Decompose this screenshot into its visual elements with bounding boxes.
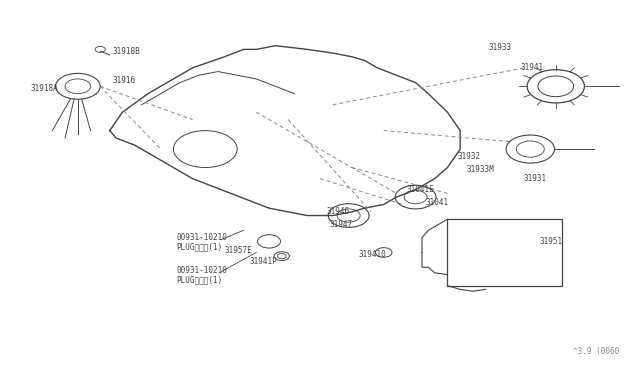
Text: 31947: 31947: [330, 220, 353, 229]
Text: 31957E: 31957E: [225, 246, 252, 255]
Text: 319410: 319410: [358, 250, 386, 259]
Text: 31931: 31931: [524, 174, 547, 183]
Text: 31041E: 31041E: [406, 185, 434, 194]
Text: 31041: 31041: [425, 198, 448, 207]
Text: PLUGプラグ(1): PLUGプラグ(1): [177, 276, 223, 285]
Bar: [447, 219, 562, 286]
Text: 31951: 31951: [540, 237, 563, 246]
Text: 31941P: 31941P: [250, 257, 278, 266]
Text: PLUGプラグ(1): PLUGプラグ(1): [177, 243, 223, 251]
Text: 31918A: 31918A: [30, 84, 58, 93]
Text: 31933M: 31933M: [467, 165, 494, 174]
Text: 00931-10210: 00931-10210: [177, 266, 227, 275]
Text: 31941: 31941: [521, 63, 544, 72]
Text: 31933: 31933: [489, 43, 512, 52]
Text: ^3.9 (0060: ^3.9 (0060: [573, 347, 620, 356]
Text: 00931-10210: 00931-10210: [177, 233, 227, 242]
Text: 31932: 31932: [457, 152, 480, 161]
Text: 31946: 31946: [326, 207, 349, 217]
Text: 31916: 31916: [113, 76, 136, 85]
Text: 31918B: 31918B: [113, 47, 141, 56]
